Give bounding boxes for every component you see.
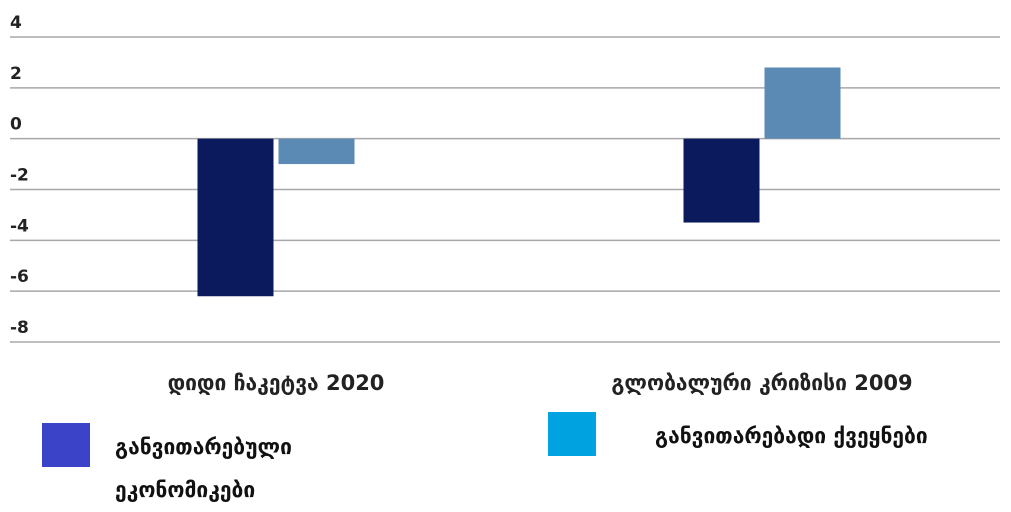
y-tick-label: -4 [10, 216, 29, 236]
x-tick-label: დიდი ჩაკეტვა 2020 [168, 371, 385, 395]
y-tick-label: 0 [10, 115, 22, 135]
y-tick-label: -6 [10, 267, 29, 287]
y-tick-label: 2 [10, 64, 22, 84]
bar [278, 138, 355, 165]
legend-swatch [548, 412, 596, 456]
x-tick-label: გლობალური კრიზისი 2009 [611, 371, 912, 395]
bar [683, 138, 760, 223]
y-tick-label: -8 [10, 318, 29, 338]
legend-swatch [42, 423, 90, 467]
y-tick-label: -2 [10, 166, 29, 186]
legend-label: განვითარებული ეკონომიკები [115, 435, 292, 502]
y-tick-label: 4 [10, 13, 22, 33]
bar [764, 67, 841, 139]
legend-label: განვითარებადი ქვეყნები [655, 424, 928, 448]
bar [197, 138, 274, 297]
